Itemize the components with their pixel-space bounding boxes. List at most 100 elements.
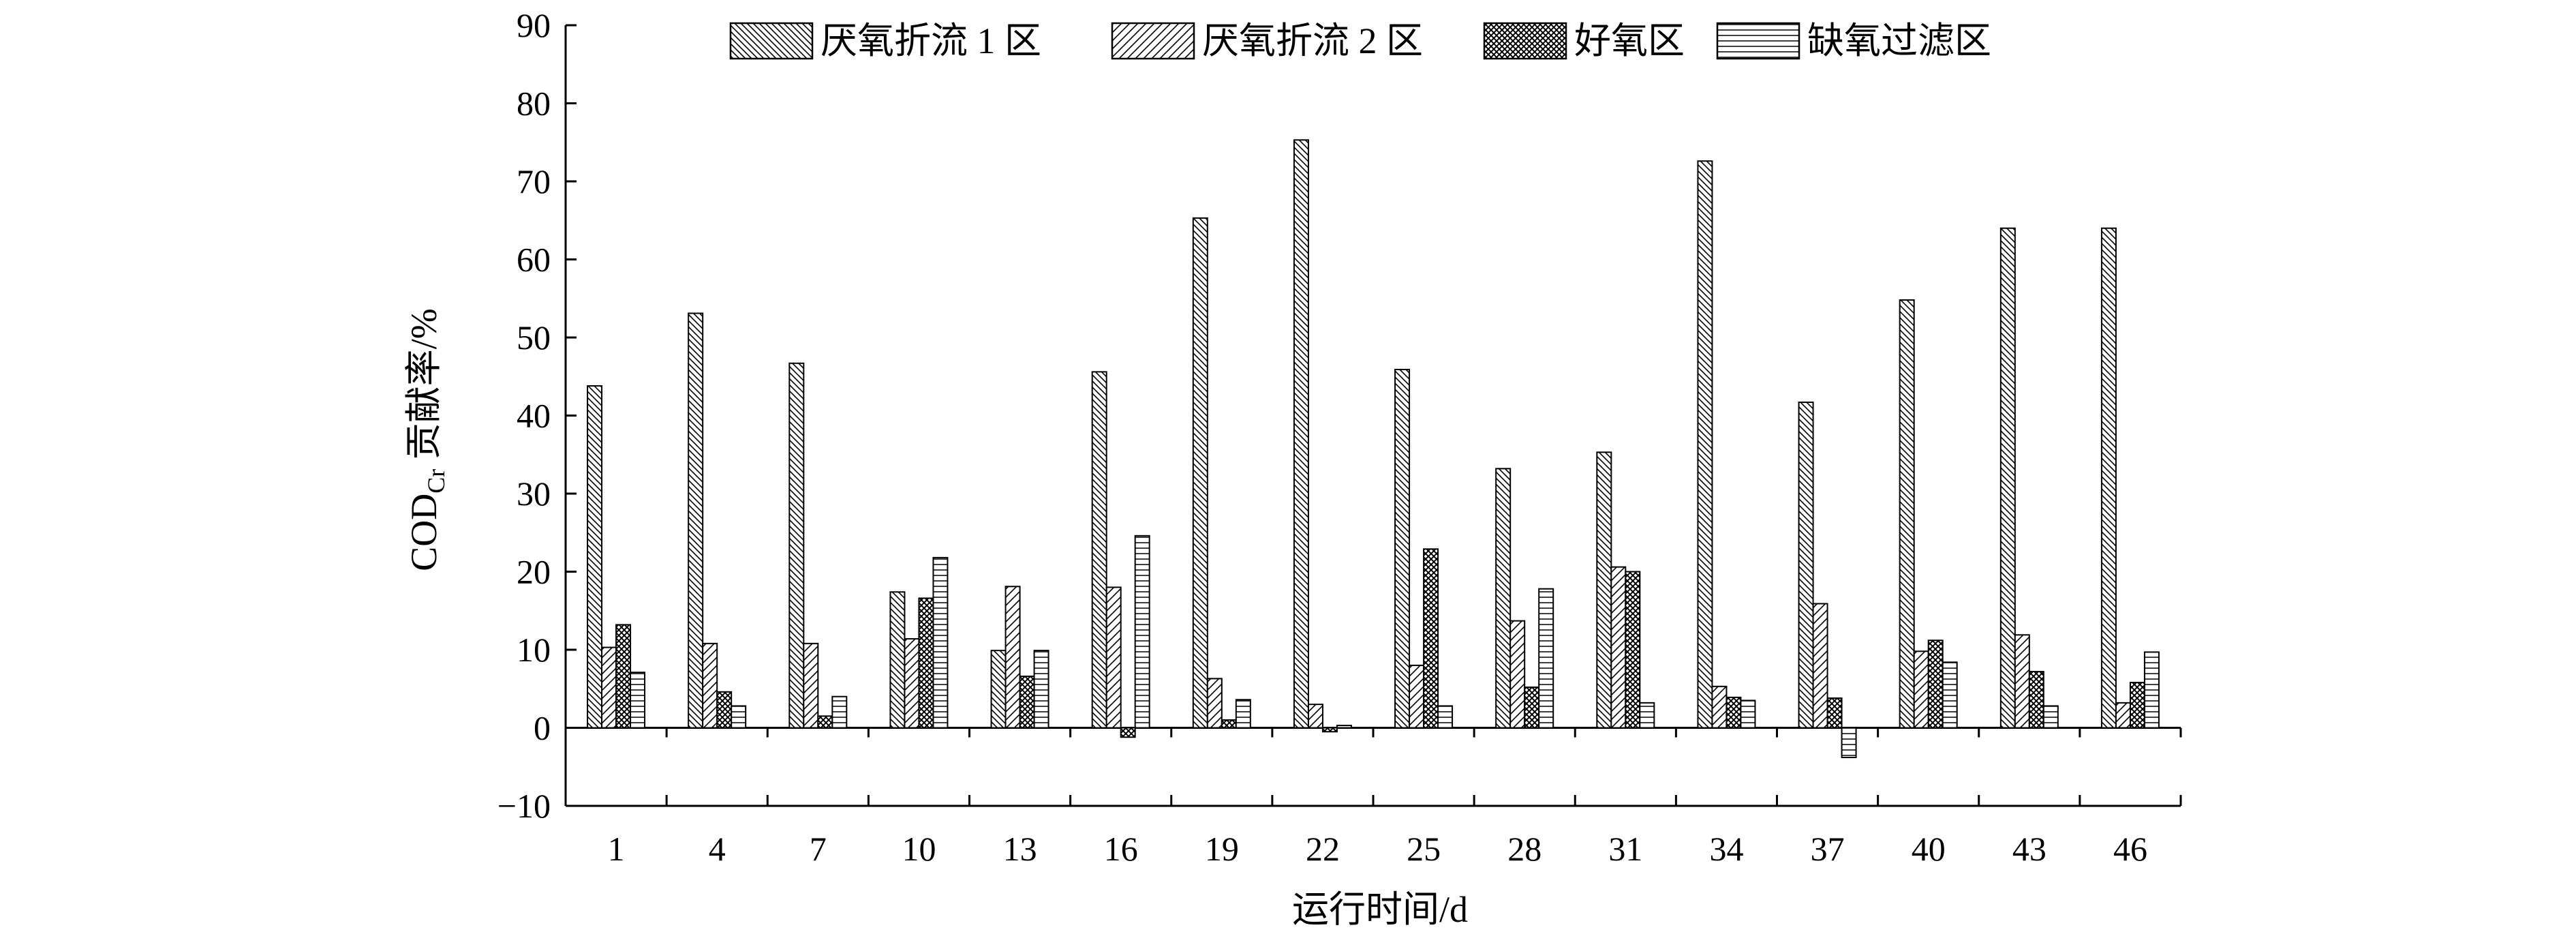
legend-label: 好氧区 bbox=[1574, 20, 1685, 61]
bar bbox=[803, 642, 819, 729]
y-tick-label: 50 bbox=[517, 318, 551, 357]
bar bbox=[1826, 697, 1843, 729]
bar bbox=[1105, 586, 1122, 729]
bar bbox=[2014, 634, 2030, 729]
bar bbox=[1697, 160, 1713, 729]
x-tick-label: 7 bbox=[810, 830, 827, 868]
bar bbox=[2028, 671, 2044, 729]
bar bbox=[1235, 699, 1251, 729]
y-axis-label-main: COD bbox=[403, 494, 444, 571]
bar bbox=[1321, 727, 1338, 733]
bar bbox=[817, 715, 833, 729]
bar bbox=[2100, 227, 2117, 729]
bar bbox=[702, 642, 718, 729]
y-tick-labels: −10 0 10 20 30 40 50 60 70 80 90 bbox=[497, 6, 551, 825]
bars bbox=[587, 139, 2160, 759]
bar bbox=[1005, 586, 1021, 729]
legend-swatch bbox=[1111, 22, 1195, 60]
bar bbox=[918, 597, 934, 729]
x-tick-label: 25 bbox=[1407, 830, 1441, 868]
legend-swatch bbox=[729, 22, 814, 60]
y-tick-label: 40 bbox=[517, 397, 551, 435]
x-tick-label: 46 bbox=[2113, 830, 2147, 868]
y-tick-label: 0 bbox=[534, 709, 551, 747]
x-tick-label: 19 bbox=[1205, 830, 1239, 868]
bar bbox=[1293, 139, 1309, 729]
x-tick-label: 1 bbox=[608, 830, 625, 868]
y-tick-label: 80 bbox=[517, 85, 551, 123]
x-tick-label: 31 bbox=[1608, 830, 1642, 868]
bar bbox=[1999, 227, 2016, 729]
bar bbox=[615, 624, 632, 729]
bar bbox=[1812, 603, 1828, 729]
bar bbox=[1913, 650, 1929, 729]
bar bbox=[1206, 678, 1223, 729]
x-tick-label: 34 bbox=[1709, 830, 1743, 868]
bar bbox=[1019, 675, 1035, 729]
x-tick-label: 43 bbox=[2012, 830, 2046, 868]
bar bbox=[1927, 640, 1944, 729]
y-tick-label: 20 bbox=[517, 553, 551, 591]
bar bbox=[1134, 535, 1150, 729]
x-tick-label: 4 bbox=[709, 830, 726, 868]
x-tick-label: 10 bbox=[902, 830, 936, 868]
y-axis-label-sub: Cr bbox=[423, 469, 450, 494]
bar bbox=[1423, 548, 1439, 729]
bar bbox=[1740, 700, 1756, 729]
bar bbox=[1120, 727, 1136, 738]
bar bbox=[1192, 217, 1208, 729]
bar bbox=[1394, 368, 1411, 729]
y-tick-label: 10 bbox=[517, 631, 551, 669]
bar bbox=[630, 672, 646, 729]
y-axis-label-rest: 贡献率/% bbox=[403, 308, 444, 469]
bar bbox=[731, 705, 747, 729]
bar bbox=[716, 691, 733, 729]
bar bbox=[1726, 696, 1742, 729]
bar bbox=[2143, 651, 2160, 729]
bar bbox=[1610, 566, 1627, 729]
bar bbox=[831, 695, 848, 729]
bar bbox=[1221, 719, 1237, 729]
y-tick-label: 90 bbox=[517, 6, 551, 44]
bar bbox=[2042, 705, 2059, 729]
bar bbox=[990, 650, 1007, 729]
x-tick-label: 40 bbox=[1912, 830, 1946, 868]
bar bbox=[1437, 705, 1454, 729]
x-tick-label: 13 bbox=[1003, 830, 1037, 868]
bar bbox=[1509, 620, 1526, 729]
bar bbox=[1495, 468, 1512, 729]
y-tick-label: 70 bbox=[517, 162, 551, 200]
bar bbox=[2129, 682, 2145, 729]
bar bbox=[1639, 702, 1655, 729]
x-tick-label: 22 bbox=[1306, 830, 1340, 868]
x-tick-label: 16 bbox=[1104, 830, 1138, 868]
x-tick-labels: 1 4 7 10 13 16 19 22 25 28 31 34 37 40 43 46 bbox=[608, 830, 2147, 868]
legend-swatch bbox=[1716, 22, 1800, 60]
bar bbox=[688, 312, 704, 729]
bar bbox=[601, 646, 617, 729]
bar bbox=[932, 556, 949, 729]
x-tick-label: 37 bbox=[1811, 830, 1845, 868]
legend-label: 厌氧折流 1 区 bbox=[821, 20, 1041, 61]
bar bbox=[587, 385, 603, 729]
bar bbox=[889, 591, 906, 729]
legend: 厌氧折流 1 区 厌氧折流 2 区 好氧区 缺氧过滤区 bbox=[729, 20, 1991, 61]
legend-label: 缺氧过滤区 bbox=[1807, 20, 1991, 61]
bar bbox=[1625, 571, 1641, 729]
bar bbox=[788, 362, 805, 729]
legend-label: 厌氧折流 2 区 bbox=[1202, 20, 1423, 61]
bar bbox=[1798, 402, 1814, 729]
y-tick-label: −10 bbox=[497, 787, 551, 825]
y-tick-label: 30 bbox=[517, 475, 551, 513]
y-axis-label: CODCr 贡献率/% bbox=[403, 308, 450, 571]
bar bbox=[1899, 299, 1915, 729]
bar bbox=[1091, 371, 1107, 729]
y-tick-label: 60 bbox=[517, 241, 551, 279]
x-tick-label: 28 bbox=[1507, 830, 1542, 868]
legend-swatch bbox=[1483, 22, 1567, 60]
bar bbox=[1307, 704, 1323, 729]
bar bbox=[1524, 686, 1540, 729]
bar bbox=[1409, 664, 1425, 729]
x-axis-label: 运行时间/d bbox=[1292, 889, 1468, 930]
